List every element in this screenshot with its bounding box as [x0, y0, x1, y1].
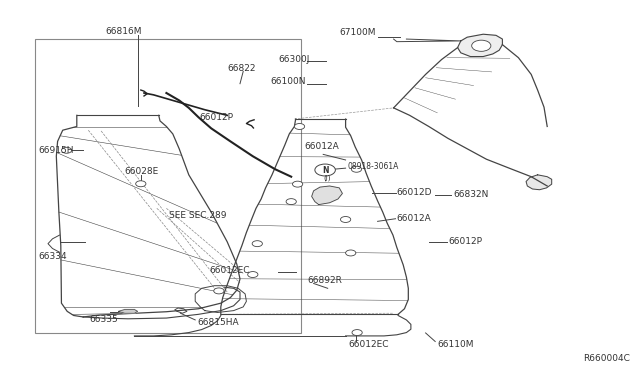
Circle shape: [136, 181, 146, 187]
Text: R660004C: R660004C: [584, 354, 630, 363]
Circle shape: [248, 272, 258, 278]
Text: 66012EC: 66012EC: [209, 266, 250, 275]
Circle shape: [352, 330, 362, 336]
Text: SEE SEC.289: SEE SEC.289: [169, 211, 227, 220]
Text: 66892R: 66892R: [307, 276, 342, 285]
Polygon shape: [118, 310, 138, 313]
Circle shape: [340, 217, 351, 222]
Text: 66028E: 66028E: [125, 167, 159, 176]
Circle shape: [292, 181, 303, 187]
Text: 66100N: 66100N: [270, 77, 305, 86]
Polygon shape: [312, 186, 342, 205]
Circle shape: [472, 40, 491, 51]
Circle shape: [252, 241, 262, 247]
Text: 08918-3061A: 08918-3061A: [348, 162, 399, 171]
Text: 66012A: 66012A: [397, 214, 431, 223]
Text: N: N: [322, 166, 328, 174]
Text: 66012EC: 66012EC: [349, 340, 389, 349]
Text: (J): (J): [323, 174, 331, 181]
Text: 66110M: 66110M: [437, 340, 474, 349]
Text: 66300J: 66300J: [278, 55, 310, 64]
Polygon shape: [526, 175, 552, 190]
Circle shape: [294, 124, 305, 129]
Circle shape: [346, 250, 356, 256]
Circle shape: [286, 199, 296, 205]
Circle shape: [315, 164, 335, 176]
Text: 66816M: 66816M: [106, 27, 142, 36]
Circle shape: [214, 288, 224, 294]
Circle shape: [351, 166, 362, 172]
Circle shape: [61, 147, 72, 153]
Bar: [35, 39, 301, 333]
Text: 66334: 66334: [38, 252, 67, 261]
Text: 66815HA: 66815HA: [197, 318, 239, 327]
Text: 66012A: 66012A: [304, 142, 339, 151]
Text: 66335: 66335: [90, 315, 118, 324]
Text: 66832N: 66832N: [453, 190, 488, 199]
Text: 66012D: 66012D: [397, 188, 432, 197]
Text: 66822: 66822: [227, 64, 256, 73]
Text: 66915H: 66915H: [38, 146, 74, 155]
Text: 66012P: 66012P: [200, 113, 234, 122]
Polygon shape: [458, 34, 502, 57]
Text: 66012P: 66012P: [448, 237, 482, 246]
Text: 67100M: 67100M: [339, 28, 376, 37]
